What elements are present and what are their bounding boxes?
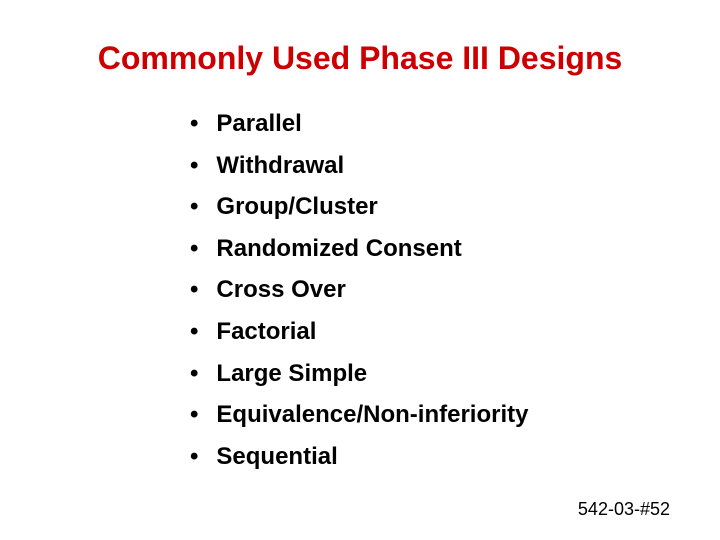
- bullet-marker-icon: •: [190, 149, 198, 183]
- bullet-marker-icon: •: [190, 398, 198, 432]
- bullet-text: Randomized Consent: [216, 232, 461, 266]
- bullet-text: Factorial: [216, 315, 316, 349]
- bullet-marker-icon: •: [190, 357, 198, 391]
- bullet-text: Parallel: [216, 107, 301, 141]
- bullet-text: Large Simple: [216, 357, 367, 391]
- bullet-item: • Withdrawal: [190, 149, 670, 183]
- bullet-marker-icon: •: [190, 107, 198, 141]
- bullet-text: Sequential: [216, 440, 337, 474]
- bullet-item: • Randomized Consent: [190, 232, 670, 266]
- slide-container: Commonly Used Phase III Designs • Parall…: [0, 0, 720, 540]
- bullet-item: • Parallel: [190, 107, 670, 141]
- bullet-item: • Factorial: [190, 315, 670, 349]
- bullet-marker-icon: •: [190, 232, 198, 266]
- bullet-text: Equivalence/Non-inferiority: [216, 398, 528, 432]
- slide-title: Commonly Used Phase III Designs: [50, 40, 670, 77]
- bullet-text: Group/Cluster: [216, 190, 377, 224]
- slide-footer: 542-03-#52: [578, 499, 670, 520]
- bullet-item: • Large Simple: [190, 357, 670, 391]
- bullet-item: • Sequential: [190, 440, 670, 474]
- bullet-marker-icon: •: [190, 315, 198, 349]
- bullet-item: • Group/Cluster: [190, 190, 670, 224]
- bullet-marker-icon: •: [190, 190, 198, 224]
- bullet-item: • Cross Over: [190, 273, 670, 307]
- bullet-list: • Parallel • Withdrawal • Group/Cluster …: [190, 107, 670, 473]
- bullet-item: • Equivalence/Non-inferiority: [190, 398, 670, 432]
- bullet-text: Withdrawal: [216, 149, 344, 183]
- bullet-text: Cross Over: [216, 273, 345, 307]
- bullet-marker-icon: •: [190, 440, 198, 474]
- bullet-marker-icon: •: [190, 273, 198, 307]
